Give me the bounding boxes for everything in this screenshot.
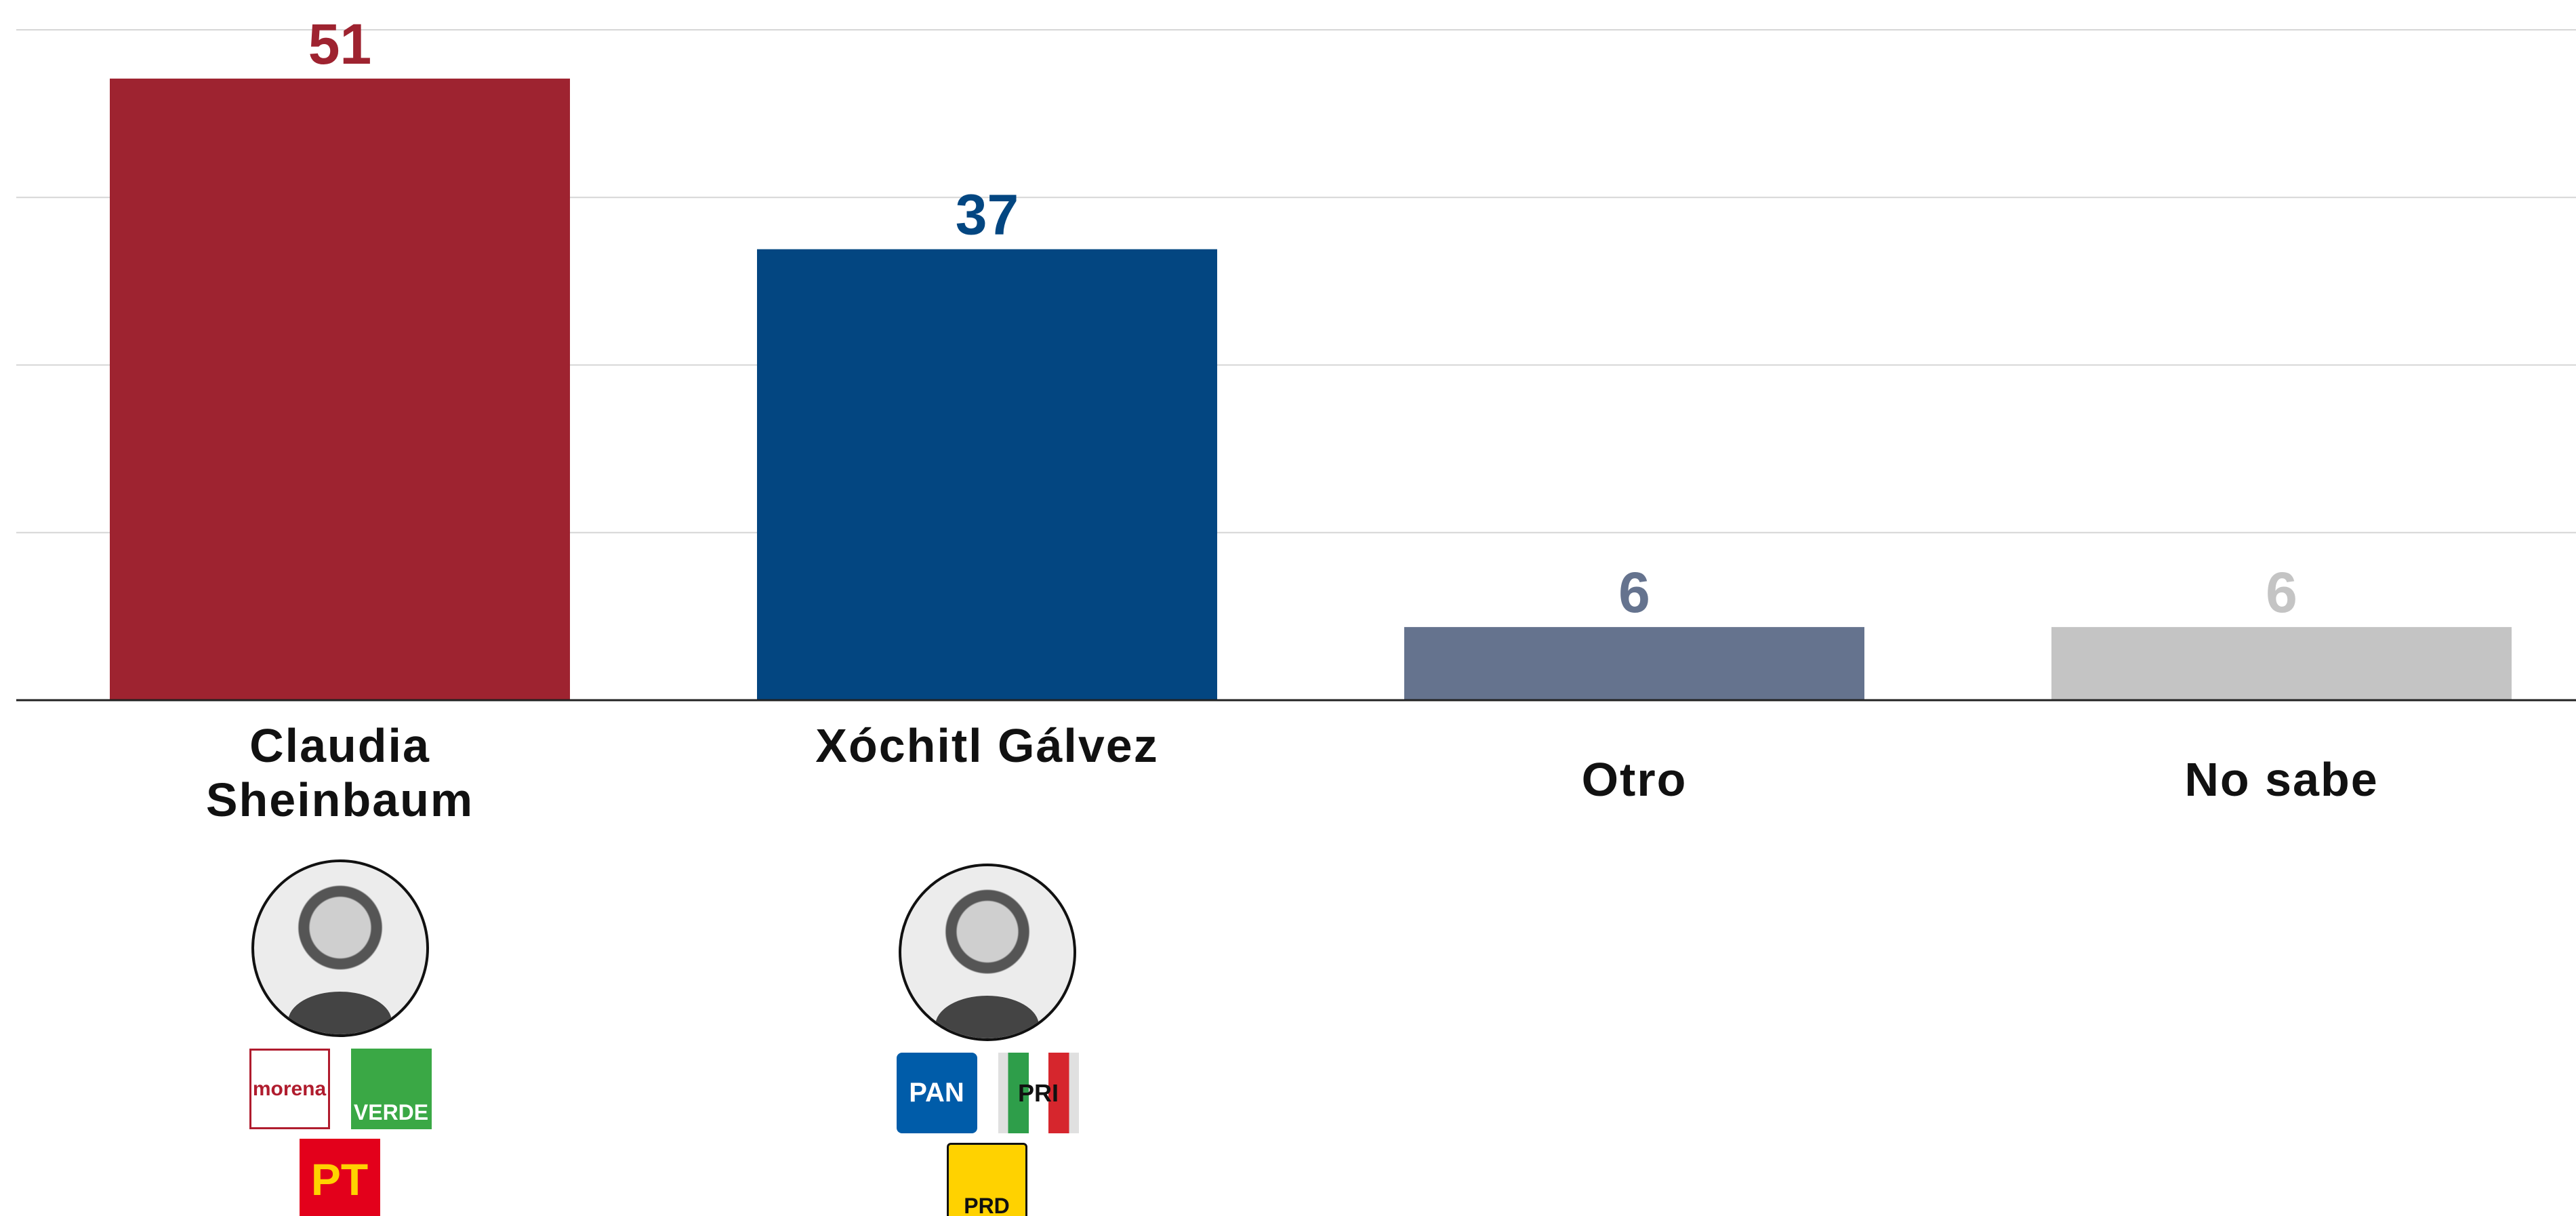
x-tick-label: Xóchitl Gálvez bbox=[771, 718, 1204, 773]
candidate-photo bbox=[899, 864, 1076, 1041]
candidate-photo bbox=[251, 859, 429, 1037]
x-tick-label: Otro bbox=[1418, 752, 1852, 807]
party-logo: PRD bbox=[947, 1143, 1027, 1216]
party-logo: PAN bbox=[897, 1053, 977, 1133]
x-tick-label: No sabe bbox=[2065, 752, 2499, 807]
party-logo: PRI bbox=[998, 1053, 1079, 1133]
bar bbox=[1404, 627, 1864, 700]
x-tick-label: Claudia Sheinbaum bbox=[123, 718, 557, 827]
chart: 51 37 6 6 Claudia Sheinbaum Xóchitl Gálvez Ot… bbox=[0, 0, 2576, 1216]
party-logo: VERDE bbox=[351, 1049, 432, 1129]
party-logo: morena bbox=[249, 1049, 330, 1129]
value-label: 6 bbox=[2266, 561, 2297, 624]
bar bbox=[110, 79, 570, 700]
bar bbox=[2051, 627, 2512, 700]
party-logo: PT bbox=[300, 1139, 380, 1216]
value-label: 37 bbox=[956, 183, 1019, 247]
value-label: 51 bbox=[308, 12, 371, 76]
bar bbox=[757, 249, 1217, 700]
value-label: 6 bbox=[1618, 561, 1650, 624]
